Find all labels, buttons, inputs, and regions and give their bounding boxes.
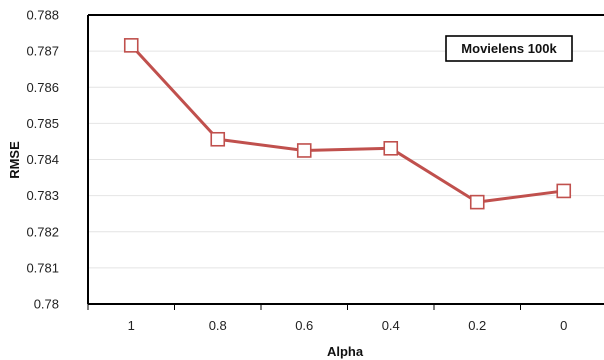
- y-tick-label: 0.782: [26, 224, 59, 239]
- series-layer: [123, 38, 572, 210]
- data-point-marker: [383, 141, 399, 156]
- series-line: [130, 44, 564, 204]
- x-axis-tick-labels: 1 0.8 0.6 0.4 0.2 0: [87, 304, 567, 333]
- data-point-marker: [469, 194, 485, 210]
- y-tick-label: 0.783: [26, 188, 59, 203]
- x-tick-label: 0.4: [382, 318, 400, 333]
- y-axis-tick-labels: 0.788 0.787 0.786 0.785 0.784 0.783 0.782 0.781…: [26, 8, 59, 312]
- x-tick-label: 0: [560, 318, 567, 333]
- y-tick-label: 0.787: [26, 44, 59, 59]
- legend-label: Movielens 100k: [461, 41, 557, 56]
- y-tick-label: 0.788: [26, 8, 59, 23]
- x-tick-label: 1: [128, 318, 135, 333]
- grid-lines: [88, 14, 604, 269]
- data-point-marker: [123, 38, 139, 53]
- x-tick-label: 0.6: [295, 318, 313, 333]
- y-tick-label: 0.781: [26, 260, 59, 275]
- x-axis-title: Alpha: [327, 344, 364, 359]
- y-tick-label: 0.785: [26, 116, 59, 131]
- legend: Movielens 100k: [445, 35, 573, 62]
- x-tick-label: 0.2: [468, 318, 486, 333]
- data-point-marker: [296, 143, 312, 158]
- legend-box: [445, 35, 573, 62]
- y-axis-title: RMSE: [7, 141, 22, 179]
- data-point-marker: [556, 183, 572, 199]
- y-tick-label: 0.786: [26, 80, 59, 95]
- data-point-marker: [210, 131, 226, 147]
- y-tick-label: 0.784: [26, 152, 59, 167]
- y-tick-label: 0.78: [34, 297, 59, 312]
- x-tick-label: 0.8: [209, 318, 227, 333]
